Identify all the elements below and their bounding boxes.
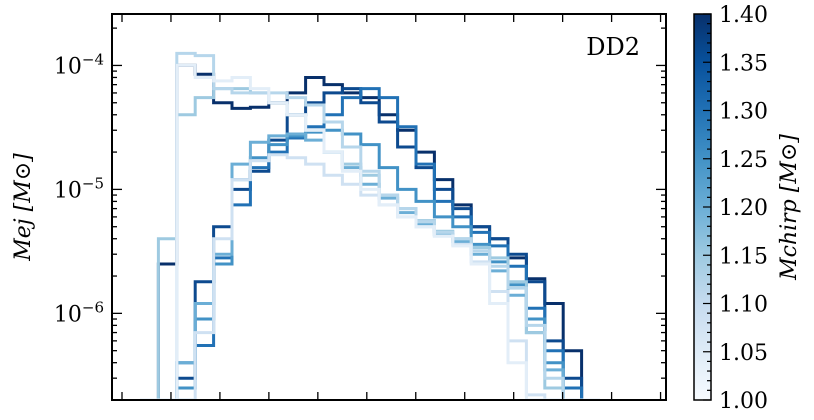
y-tick-label: 10−6 xyxy=(54,298,104,327)
colorbar-ticks: 1.00 1.05 1.10 1.15 1.20 1.25 1.30 1.35 1.40 xyxy=(703,3,768,414)
series-layer xyxy=(140,51,600,400)
colorbar-label: Mchirp [M⊙] xyxy=(777,134,802,281)
series-line-1.25 xyxy=(140,128,600,400)
series-line-1.30 xyxy=(140,87,600,400)
y-axis-label: Mej [M⊙] xyxy=(11,153,36,262)
plot-frame xyxy=(111,13,667,401)
colorbar-tick-label: 1.40 xyxy=(719,3,768,28)
colorbar-tick-label: 1.15 xyxy=(719,244,768,269)
chart-annotation: DD2 xyxy=(586,33,640,61)
colorbar-tick-label: 1.30 xyxy=(719,100,768,125)
series-line-1.35 xyxy=(140,87,600,400)
series-line-1.10 xyxy=(140,51,600,400)
colorbar-tick-label: 1.00 xyxy=(719,389,768,414)
series-line-1.20 xyxy=(140,132,600,400)
colorbar-tick-label: 1.35 xyxy=(719,51,768,76)
series-line-1.40 xyxy=(140,63,600,400)
y-tick-label: 10−5 xyxy=(54,174,104,203)
series-line-1.00 xyxy=(140,63,600,400)
y-tick-label: 10−4 xyxy=(54,50,104,79)
colorbar-tick-label: 1.05 xyxy=(719,341,768,366)
series-line-1.15 xyxy=(140,87,600,400)
colorbar-tick-label: 1.25 xyxy=(719,148,768,173)
colorbar-tick-label: 1.10 xyxy=(719,293,768,318)
y-tick-labels: 10−6 10−5 10−4 xyxy=(54,50,104,327)
colorbar-tick-label: 1.20 xyxy=(719,196,768,221)
